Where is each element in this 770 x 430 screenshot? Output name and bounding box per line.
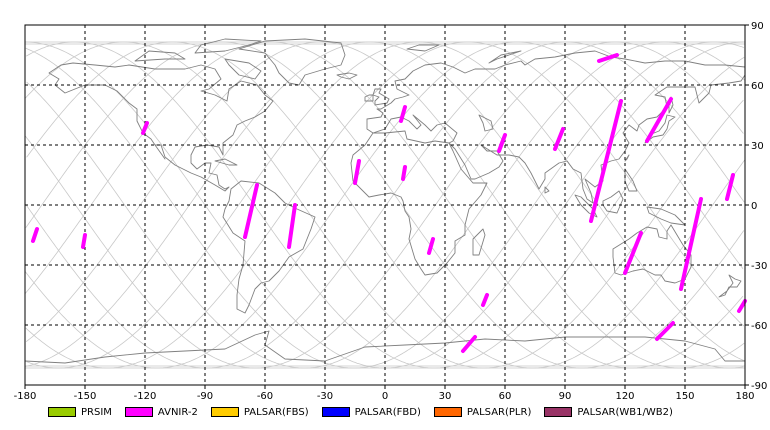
- avnir2-swath: [31, 227, 39, 243]
- coast-ireland: [364, 94, 374, 102]
- coast-iceland: [336, 72, 358, 80]
- avnir2-swath: [597, 53, 619, 63]
- legend-label: PALSAR(FBS): [243, 406, 309, 418]
- avnir2-swath: [497, 133, 507, 153]
- legend-swatch: [48, 407, 76, 417]
- acquisition-swaths: [31, 53, 747, 353]
- avnir2-swath: [589, 99, 623, 223]
- coast-africa: [350, 130, 488, 276]
- coast-sumatra: [574, 194, 598, 218]
- avnir2-swath: [141, 121, 149, 135]
- coast-madagascar: [472, 228, 486, 256]
- avnir2-swath: [737, 299, 747, 313]
- x-tick-label: 90: [559, 391, 572, 402]
- x-tick-label: 150: [675, 391, 694, 402]
- y-tick-label: 90: [751, 21, 764, 32]
- legend: PRSIM AVNIR-2 PALSAR(FBS) PALSAR(FBD) PALSAR…: [48, 403, 686, 421]
- coast-new-zealand: [718, 274, 742, 298]
- legend-swatch: [321, 407, 350, 417]
- avnir2-swath: [287, 203, 297, 249]
- avnir2-swath: [427, 237, 435, 255]
- coast-sri-lanka: [544, 186, 550, 194]
- avnir2-swath: [353, 159, 361, 185]
- legend-label: PALSAR(FBD): [354, 406, 421, 418]
- coast-borneo: [602, 190, 624, 214]
- legend-item: PALSAR(FBS): [210, 406, 309, 418]
- y-tick-label: -90: [751, 381, 767, 392]
- avnir2-swath: [645, 97, 673, 143]
- orbit-track: [26, 41, 745, 206]
- legend-swatch: [433, 407, 462, 417]
- axis-ticks: -180 -150 -120 -90 -60 -30 0 30 60 90 120 150 180 90 6…: [14, 21, 768, 402]
- avnir2-swath: [481, 293, 489, 307]
- x-tick-label: -150: [74, 391, 97, 402]
- x-tick-label: 120: [615, 391, 634, 402]
- orbit-tracks: [25, 41, 745, 369]
- avnir2-swath: [679, 197, 703, 291]
- x-tick-label: -180: [14, 391, 37, 402]
- y-tick-label: -60: [751, 321, 767, 332]
- avnir2-swath: [553, 127, 565, 151]
- coast-greenland: [238, 38, 346, 86]
- graticule: [25, 25, 745, 385]
- avnir2-swath: [399, 105, 407, 123]
- avnir2-swath: [461, 335, 477, 353]
- coast-cuba: [214, 158, 238, 166]
- x-tick-label: -90: [197, 391, 213, 402]
- avnir2-swath: [401, 165, 407, 181]
- legend-item: AVNIR-2: [124, 406, 198, 418]
- y-tick-label: 60: [751, 81, 764, 92]
- coast-baffin: [224, 58, 262, 80]
- y-tick-label: 0: [751, 201, 757, 212]
- coast-ellesmere: [194, 38, 262, 54]
- legend-item: PRSIM: [48, 407, 112, 418]
- coast-caspian: [478, 114, 494, 132]
- legend-label: PALSAR(WB1/WB2): [577, 406, 673, 418]
- avnir2-swath: [623, 231, 643, 275]
- legend-label: PALSAR(PLR): [466, 406, 532, 418]
- coast-new-guinea: [646, 206, 686, 226]
- legend-swatch: [210, 407, 239, 417]
- x-tick-label: -60: [257, 391, 273, 402]
- x-tick-label: 180: [735, 391, 754, 402]
- legend-label: PRSIM: [81, 406, 112, 418]
- coast-great-britain: [372, 88, 390, 106]
- legend-label: AVNIR-2: [157, 406, 198, 418]
- orbit-track: [25, 41, 744, 206]
- x-tick-label: 0: [382, 391, 388, 402]
- coast-arctic-islands: [134, 50, 186, 62]
- coast-novaya-zemlya: [488, 50, 522, 64]
- avnir2-swath: [655, 321, 675, 341]
- legend-swatch: [124, 407, 153, 417]
- coast-svalbard: [406, 44, 440, 52]
- legend-swatch: [544, 407, 573, 417]
- legend-item: PALSAR(PLR): [433, 406, 532, 418]
- x-tick-label: -30: [317, 391, 333, 402]
- x-tick-label: 60: [499, 391, 512, 402]
- avnir2-swath: [725, 173, 735, 201]
- x-tick-label: -120: [134, 391, 157, 402]
- coast-eurasia: [366, 50, 746, 204]
- coast-taiwan: [624, 154, 630, 162]
- y-tick-label: -30: [751, 261, 767, 272]
- x-tick-label: 30: [439, 391, 452, 402]
- avnir2-swath: [243, 183, 259, 239]
- y-tick-label: 30: [751, 141, 764, 152]
- avnir2-swath: [81, 233, 87, 249]
- coast-north-america: [48, 62, 274, 192]
- legend-item: PALSAR(WB1/WB2): [544, 407, 673, 418]
- coast-japan: [644, 114, 676, 144]
- coast-australia: [612, 224, 692, 284]
- legend-item: PALSAR(FBD): [321, 406, 421, 418]
